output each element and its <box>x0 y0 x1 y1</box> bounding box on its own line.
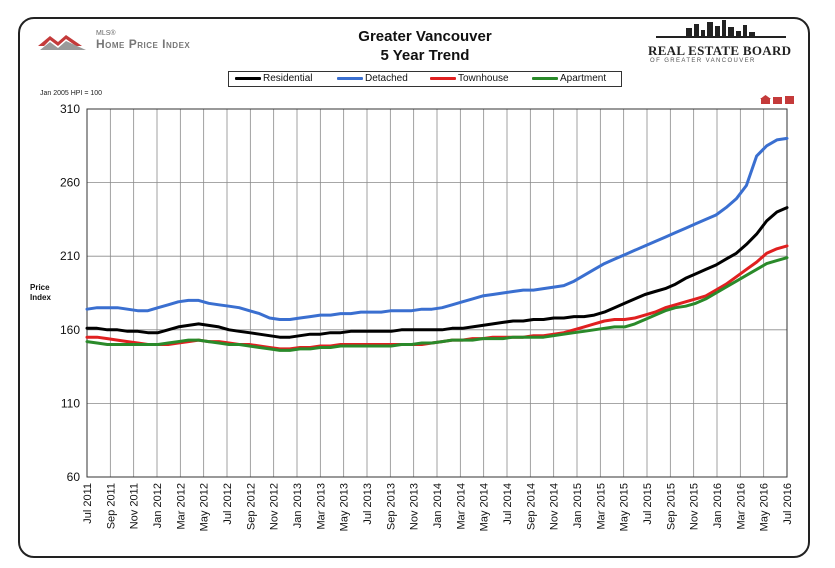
x-tick-label: Sep 2014 <box>525 483 537 530</box>
house-roof-icon <box>38 35 86 50</box>
legend-label: Apartment <box>560 73 607 84</box>
x-tick-label: Nov 2015 <box>689 483 701 530</box>
x-tick-label: May 2012 <box>199 483 211 531</box>
x-tick-label: May 2016 <box>759 483 771 531</box>
y-axis-label-line1: Price <box>30 283 50 292</box>
series-line-residential <box>85 206 789 339</box>
legend-label: Townhouse <box>458 73 509 84</box>
real-estate-board-logo: REAL ESTATE BOARD OF GREATER VANCOUVER <box>638 20 798 68</box>
legend-item-townhouse: Townhouse <box>430 73 509 85</box>
x-tick-label: May 2013 <box>339 483 351 531</box>
x-tick-label: Jul 2014 <box>502 483 514 525</box>
legend-swatch <box>337 76 363 80</box>
legend-label: Detached <box>365 73 408 84</box>
legend-swatch <box>430 76 456 80</box>
x-tick-label: Nov 2014 <box>549 483 561 530</box>
x-tick-label: Mar 2012 <box>175 483 187 529</box>
y-tick-label: 310 <box>60 102 80 116</box>
x-tick-label: Jul 2015 <box>642 483 654 525</box>
apartment-icon <box>785 96 794 104</box>
x-tick-label: Nov 2011 <box>129 483 141 529</box>
y-axis-label-line2: Index <box>30 293 51 302</box>
legend-item-residential: Residential <box>235 73 312 85</box>
chart-title-line2: 5 Year Trend <box>380 47 470 64</box>
x-tick-label: Jul 2011 <box>82 483 94 524</box>
y-tick-label: 60 <box>67 470 81 484</box>
x-tick-label: Nov 2012 <box>269 483 281 530</box>
x-tick-label: Mar 2014 <box>455 483 467 529</box>
legend-swatch <box>532 76 558 80</box>
city-skyline-icon <box>656 20 786 38</box>
x-tick-label: Nov 2013 <box>409 483 421 530</box>
series-line-apartment <box>85 256 789 352</box>
plot-border <box>86 108 788 478</box>
x-tick-label: Jan 2012 <box>152 483 164 528</box>
x-tick-label: Mar 2016 <box>735 483 747 529</box>
property-type-icons <box>760 92 796 104</box>
y-tick-label: 210 <box>60 249 80 263</box>
x-tick-label: Sep 2015 <box>665 483 677 530</box>
x-tick-label: Jan 2015 <box>572 483 584 528</box>
townhouse-icon <box>773 97 782 104</box>
x-tick-label: Jul 2013 <box>362 483 374 525</box>
x-tick-label: Jan 2016 <box>712 483 724 528</box>
mls-mark: MLS® <box>96 30 116 37</box>
x-tick-label: Mar 2015 <box>595 483 607 529</box>
x-tick-label: Mar 2013 <box>315 483 327 529</box>
real-estate-board-subtext: OF GREATER VANCOUVER <box>650 58 756 64</box>
x-tick-label: Sep 2013 <box>385 483 397 530</box>
real-estate-board-text: REAL ESTATE BOARD <box>648 43 792 58</box>
x-tick-label: May 2014 <box>479 483 491 531</box>
mls-hpi-logo: MLS® Home Price Index <box>36 30 246 54</box>
hpi-logo-text: Home Price Index <box>96 37 191 51</box>
house-icon <box>761 98 770 104</box>
x-tick-label: May 2015 <box>619 483 631 531</box>
x-tick-label: Jul 2012 <box>222 483 234 525</box>
x-tick-label: Jan 2014 <box>432 483 444 528</box>
legend-label: Residential <box>263 73 313 84</box>
x-tick-label: Jan 2013 <box>292 483 304 528</box>
x-tick-label: Jul 2016 <box>782 483 794 525</box>
legend-swatch <box>235 76 261 80</box>
legend-item-apartment: Apartment <box>532 73 606 85</box>
legend-item-detached: Detached <box>337 73 408 85</box>
y-tick-label: 110 <box>61 396 80 410</box>
y-tick-label: 160 <box>60 323 80 337</box>
x-tick-label: Sep 2012 <box>245 483 257 530</box>
y-axis-label: Price Index <box>30 283 51 303</box>
x-tick-label: Sep 2011 <box>105 483 117 529</box>
hpi-baseline-note: Jan 2005 HPI = 100 <box>40 90 103 97</box>
series-line-detached <box>85 136 789 321</box>
y-tick-label: 260 <box>60 176 80 190</box>
chart-title-line1: Greater Vancouver <box>358 28 492 45</box>
chart-legend: Residential Detached Townhouse Apartment <box>228 71 622 87</box>
